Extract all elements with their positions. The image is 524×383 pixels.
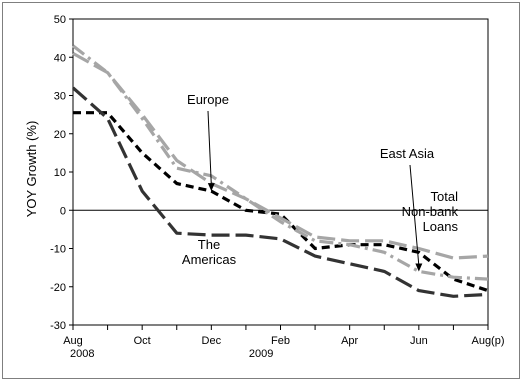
y-tick-label: 40 [54, 52, 66, 64]
annotation-europe: Europe [187, 92, 229, 107]
y-tick-label: -20 [50, 282, 66, 294]
chart-frame [2, 2, 520, 379]
y-tick-label: 50 [54, 14, 66, 26]
x-year-label: 2008 [70, 348, 94, 360]
series-layer [71, 44, 489, 298]
annotation-arrow-head [415, 263, 423, 272]
series-line-east-asia [72, 44, 489, 281]
x-tick-label: Dec [202, 335, 222, 347]
y-tick-label: -10 [50, 244, 66, 256]
plot-area [72, 18, 489, 326]
y-tick-label: 20 [54, 129, 66, 141]
y-axis-ticks: -30 -20 -10 0 10 20 30 40 50 [50, 14, 73, 332]
annotation-arrow-line [207, 110, 212, 186]
y-tick-label: -30 [50, 320, 66, 332]
x-tick-label: Aug(p) [471, 335, 504, 347]
y-axis-label: YOY Growth (%) [24, 121, 39, 218]
plot-border [72, 18, 489, 326]
y-tick-label: 10 [54, 167, 66, 179]
series-line-europe [73, 111, 489, 293]
annotations: Europe The Americas East Asia Total Non-bank L… [182, 92, 459, 272]
annotation-arrow-head [207, 183, 215, 192]
annotation-arrow-line [409, 164, 420, 266]
x-tick-label: Feb [271, 335, 290, 347]
annotation-the-americas: The Americas [182, 237, 237, 267]
x-tick-label: Apr [341, 335, 358, 347]
y-tick-label: 30 [54, 91, 66, 103]
y-tick-label: 0 [60, 205, 66, 217]
series-line-the-americas [71, 86, 489, 298]
series-line-total-non-bank-loans [72, 52, 489, 260]
x-tick-label: Oct [134, 335, 151, 347]
annotation-total-non-bank-loans: Total Non-bank Loans [402, 189, 459, 234]
x-axis-ticks: Aug Oct Dec Feb Apr Jun Aug(p) 2008 2009 [63, 325, 505, 360]
annotation-east-asia: East Asia [380, 146, 435, 161]
x-tick-label: Aug [63, 335, 83, 347]
x-year-label: 2009 [249, 348, 273, 360]
x-tick-label: Jun [410, 335, 428, 347]
